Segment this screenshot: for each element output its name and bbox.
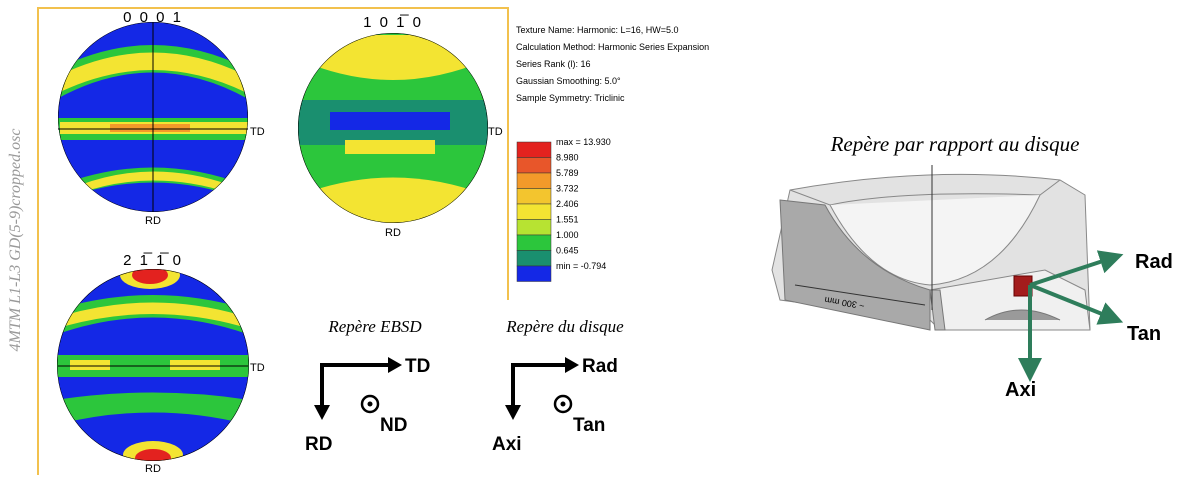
axis-label: Rad (582, 356, 618, 377)
td-label: TD (488, 126, 503, 138)
pole-label: 1 0 1̅ 0 (363, 14, 423, 31)
arrow-head (314, 357, 402, 420)
axis-label: Tan (1127, 323, 1161, 345)
frame-border (37, 7, 509, 475)
arrow (320, 363, 388, 405)
axis-label: Axi (492, 434, 522, 455)
axis-label: Axi (1005, 379, 1036, 401)
pole-label: 2 1̅ 1̅ 0 (123, 252, 183, 269)
legend-swatch (516, 157, 552, 174)
legend-label: 8.980 (556, 153, 579, 163)
disk-axes (1018, 250, 1124, 382)
disk-drawing (771, 165, 1091, 331)
side-label: 4MTM L1-L3 GD(5-9)cropped.osc (7, 129, 24, 352)
legend-label: 3.732 (556, 184, 579, 194)
disk-title: Repère par rapport au disque (830, 132, 1080, 156)
arrow (511, 363, 565, 405)
info-line: Series Rank (l): 16 (516, 59, 591, 69)
legend-label: 0.645 (556, 246, 579, 256)
out-of-plane-symbol (360, 394, 380, 414)
legend-label: 5.789 (556, 168, 579, 178)
legend-label: max = 13.930 (556, 137, 611, 147)
legend-swatch (516, 250, 552, 267)
legend-label: min = -0.794 (556, 261, 606, 271)
legend-swatch (516, 188, 552, 205)
axis-label: Rad (1135, 251, 1173, 273)
frame-title: Repère du disque (505, 317, 624, 336)
frame-title: Repère EBSD (327, 317, 422, 336)
legend-label: 1.551 (556, 215, 579, 225)
legend-swatch (516, 141, 552, 158)
out-of-plane-dot (367, 401, 373, 407)
axis-label: Tan (573, 415, 605, 436)
pole-figure-plot (57, 269, 249, 461)
pole-label: 0 0 0 1 (123, 9, 183, 26)
out-of-plane-symbol (553, 394, 573, 414)
arrow-head (505, 357, 579, 420)
axis-label: TD (405, 356, 430, 377)
legend-swatch (516, 219, 552, 236)
legend-swatch (516, 172, 552, 189)
pole-figure-plot (298, 33, 488, 223)
info-line: Gaussian Smoothing: 5.0° (516, 76, 621, 86)
rd-label: RD (145, 215, 161, 227)
info-line: Calculation Method: Harmonic Series Expa… (516, 42, 709, 52)
info-line: Texture Name: Harmonic: L=16, HW=5.0 (516, 25, 679, 35)
legend-swatch (516, 265, 552, 282)
out-of-plane-dot (560, 401, 566, 407)
axis-label: ND (380, 415, 407, 436)
td-label: TD (250, 362, 265, 374)
legend-swatch (516, 234, 552, 251)
info-line: Sample Symmetry: Triclinic (516, 93, 625, 103)
td-label: TD (250, 126, 265, 138)
legend-label: 2.406 (556, 199, 579, 209)
rd-label: RD (385, 227, 401, 239)
axis-label: RD (305, 434, 332, 455)
legend-label: 1.000 (556, 230, 579, 240)
info-block: Texture Name: Harmonic: L=16, HW=5.0 Calc… (516, 25, 709, 103)
rd-label: RD (145, 463, 161, 475)
pole-figure-plot (58, 22, 248, 212)
legend-swatch (516, 203, 552, 220)
legend: max = 13.930 8.980 5.789 3.732 2.406 1.551 1.0… (516, 137, 611, 282)
